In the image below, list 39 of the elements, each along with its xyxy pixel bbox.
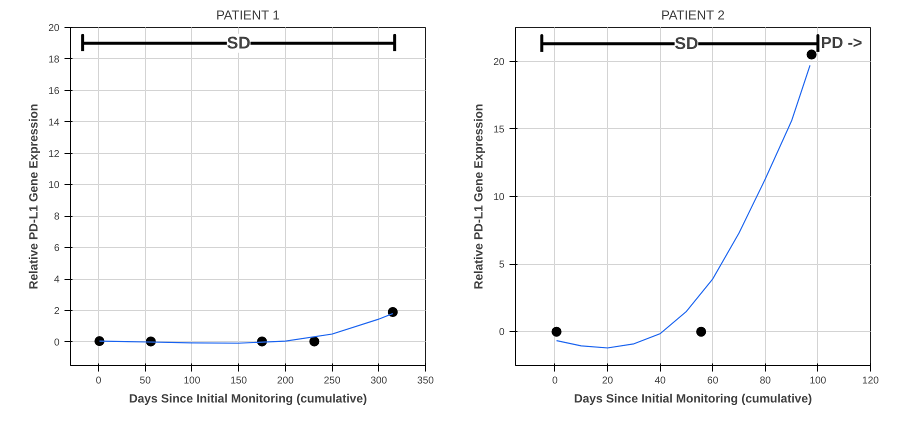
x-tick-label: 50 <box>140 376 152 386</box>
x-axis-title: Days Since Initial Monitoring (cumulative) <box>128 392 368 406</box>
y-tick-label: 12 <box>48 148 60 160</box>
y-tick-label: 10 <box>493 192 505 203</box>
x-tick-label: 350 <box>417 376 434 386</box>
x-tick-label: 250 <box>324 376 341 386</box>
x-tick-label: 120 <box>862 376 880 386</box>
y-axis-title: Relative PD-L1 Gene Expression <box>471 104 486 290</box>
y-tick-label: 8 <box>54 212 60 223</box>
y-tick-label: 5 <box>498 260 505 271</box>
x-axis-title: Days Since Initial Monitoring (cumulative) <box>574 392 812 406</box>
y-tick-label: 20 <box>48 23 60 34</box>
y-tick-label: 2 <box>54 306 60 317</box>
y-tick-label: 4 <box>54 274 60 286</box>
chart-title: PATIENT 2 <box>661 8 725 22</box>
y-tick-label: 20 <box>493 56 505 68</box>
x-tick-label: 100 <box>810 376 827 386</box>
y-tick-label: 16 <box>48 86 60 97</box>
x-tick-label: 0 <box>552 376 558 386</box>
x-tick-label: 40 <box>654 376 666 386</box>
y-tick-label: 6 <box>54 243 60 254</box>
x-tick-label: 200 <box>277 376 294 386</box>
y-tick-label: 14 <box>48 117 60 128</box>
annotation: SD <box>226 34 250 53</box>
x-tick-label: 100 <box>184 376 201 386</box>
y-tick-label: 15 <box>493 124 505 136</box>
x-tick-label: 20 <box>602 376 614 386</box>
y-tick-label: 0 <box>498 327 505 338</box>
x-tick-label: 80 <box>760 376 772 386</box>
chart-title: PATIENT 1 <box>216 8 280 22</box>
y-tick-label: 0 <box>54 337 60 348</box>
y-axis-title: Relative PD-L1 Gene Expression <box>26 104 40 290</box>
y-tick-label: 10 <box>48 180 60 192</box>
x-tick-label: 300 <box>370 376 388 386</box>
y-tick-label: 18 <box>48 54 60 66</box>
x-tick-label: 60 <box>707 376 719 386</box>
x-tick-label: 150 <box>230 376 248 386</box>
annotation: PD -> <box>820 35 862 52</box>
x-tick-label: 0 <box>96 376 102 386</box>
